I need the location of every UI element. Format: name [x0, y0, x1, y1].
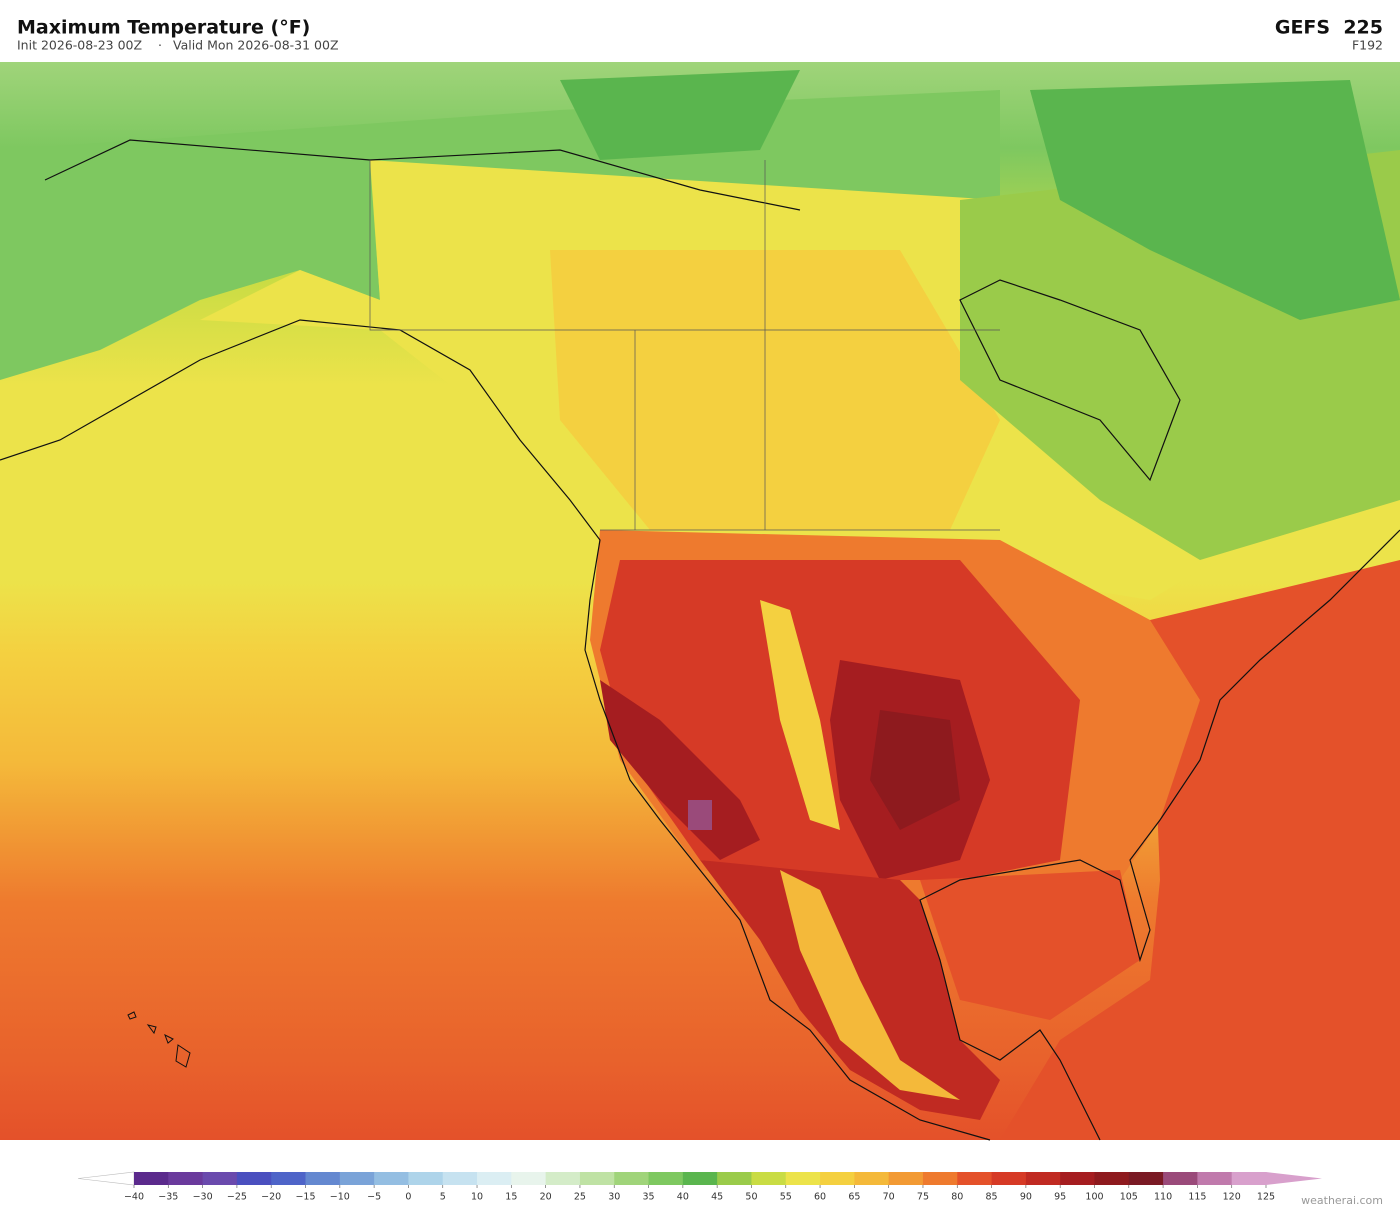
colorbar-tick-label: −30	[193, 1192, 213, 1203]
colorbar-tick-label: 10	[471, 1192, 483, 1203]
model-label: GEFS 225	[1275, 17, 1383, 39]
colorbar-bin	[134, 1172, 169, 1185]
colorbar-bin	[202, 1172, 238, 1185]
colorbar-tick-label: 35	[642, 1192, 654, 1203]
colorbar-tick-label: −5	[367, 1192, 381, 1203]
colorbar-tick-label: −20	[261, 1192, 281, 1203]
mexico-highlands	[780, 870, 960, 1100]
valid-time: Valid Mon 2026-08-31 00Z	[173, 38, 339, 53]
colorbar-under	[77, 1171, 135, 1186]
init-time: Init 2026-08-23 00Z	[17, 38, 142, 53]
colorbar-bin	[1060, 1172, 1095, 1185]
colorbar-tick-label: 85	[986, 1192, 998, 1203]
colorbar-tick-label: 70	[883, 1192, 895, 1203]
colorbar-bin	[682, 1172, 718, 1185]
colorbar-tick-label: −40	[124, 1192, 144, 1203]
islands-zone	[560, 70, 800, 160]
colorbar-bin	[1197, 1172, 1233, 1185]
borders	[369, 160, 1000, 531]
separator: ·	[158, 38, 162, 53]
colorbar-bin	[751, 1172, 787, 1185]
hawaii	[127, 1011, 191, 1068]
colorbar-tick-label: −25	[227, 1192, 247, 1203]
colorbar-bin	[820, 1172, 855, 1185]
colorbar-bin	[648, 1172, 684, 1185]
colorbar-bin	[854, 1172, 890, 1185]
colorbar-bin	[339, 1172, 375, 1185]
colorbar-bin	[236, 1172, 272, 1185]
colorbar-bin	[957, 1172, 992, 1185]
colorbar-bin	[168, 1172, 204, 1185]
colorbar-tick-label: 0	[405, 1192, 411, 1203]
colorbar-bin	[888, 1172, 924, 1185]
watermark: weatherai.com	[1301, 1194, 1383, 1207]
colorbar-bin	[922, 1172, 958, 1185]
colorbar-tick-label: 25	[574, 1192, 586, 1203]
map-title: Maximum Temperature (°F)	[17, 17, 310, 39]
colorbar-bin	[717, 1172, 752, 1185]
colorbar-bin	[614, 1172, 649, 1185]
arctic-zone	[0, 90, 1000, 380]
colorbar-tick-label: 50	[745, 1192, 757, 1203]
colorbar-bin	[374, 1172, 409, 1185]
colorbar-tick-label: 90	[1020, 1192, 1032, 1203]
hot-spot	[688, 800, 712, 830]
header-bg	[0, 0, 1400, 62]
colorbar-bin	[1025, 1172, 1061, 1185]
colorbar-tick-label: 60	[814, 1192, 826, 1203]
colorbar-tick-label: −15	[295, 1192, 315, 1203]
colorbar-tick-label: 5	[440, 1192, 446, 1203]
colorbar-tick-label: 65	[848, 1192, 860, 1203]
colorbar-tick-label: 30	[608, 1192, 620, 1203]
colorbar-bin	[271, 1172, 306, 1185]
desert-zone	[600, 680, 760, 860]
colorbar-bin	[545, 1172, 581, 1185]
colorbar-bin	[785, 1172, 821, 1185]
colorbar-tick-label: 105	[1120, 1192, 1138, 1203]
colorbar-tick-label: 120	[1223, 1192, 1241, 1203]
plains-core	[870, 710, 960, 830]
colorbar-tick-label: 45	[711, 1192, 723, 1203]
colorbar-tick-label: 80	[951, 1192, 963, 1203]
colorbar: −40 −35 −30 −25 −20 −15 −10 −5 0 5 10 15 20 25 30 35 40 4…	[77, 1171, 1322, 1203]
colorbar-bin	[991, 1172, 1027, 1185]
colorbar-tick-label: 115	[1188, 1192, 1206, 1203]
colorbar-bin	[477, 1172, 512, 1185]
colorbar-bin	[511, 1172, 547, 1185]
colorbar-bin	[579, 1172, 615, 1185]
colorbar-tick-label: 55	[780, 1192, 792, 1203]
colorbar-bin	[442, 1172, 478, 1185]
colorbar-tick-label: 15	[505, 1192, 517, 1203]
colorbar-tick-label: 20	[540, 1192, 552, 1203]
colorbar-tick-label: 75	[917, 1192, 929, 1203]
map	[0, 62, 1400, 1141]
colorbar-bin	[1231, 1172, 1267, 1185]
gulf	[920, 870, 1140, 1020]
labrador-zone	[1030, 80, 1400, 320]
colorbar-bin	[408, 1172, 444, 1185]
prairie-zone	[550, 250, 1000, 530]
colorbar-bin	[1094, 1172, 1130, 1185]
coastline	[0, 139, 1400, 1141]
colorbar-tick-label: −10	[330, 1192, 350, 1203]
colorbar-tick-label: 110	[1154, 1192, 1172, 1203]
colorbar-tick-label: 100	[1085, 1192, 1103, 1203]
colorbar-tick-label: 125	[1257, 1192, 1275, 1203]
forecast-hour: F192	[1352, 38, 1383, 53]
colorbar-bin	[1128, 1172, 1164, 1185]
rockies-zone	[760, 600, 840, 830]
atlantic	[1000, 560, 1400, 1140]
colorbar-over	[1266, 1172, 1322, 1185]
colorbar-bin	[1163, 1172, 1198, 1185]
colorbar-bin	[305, 1172, 341, 1185]
colorbar-tick-label: −35	[158, 1192, 178, 1203]
colorbar-tick-label: 95	[1054, 1192, 1066, 1203]
colorbar-tick-label: 40	[677, 1192, 689, 1203]
